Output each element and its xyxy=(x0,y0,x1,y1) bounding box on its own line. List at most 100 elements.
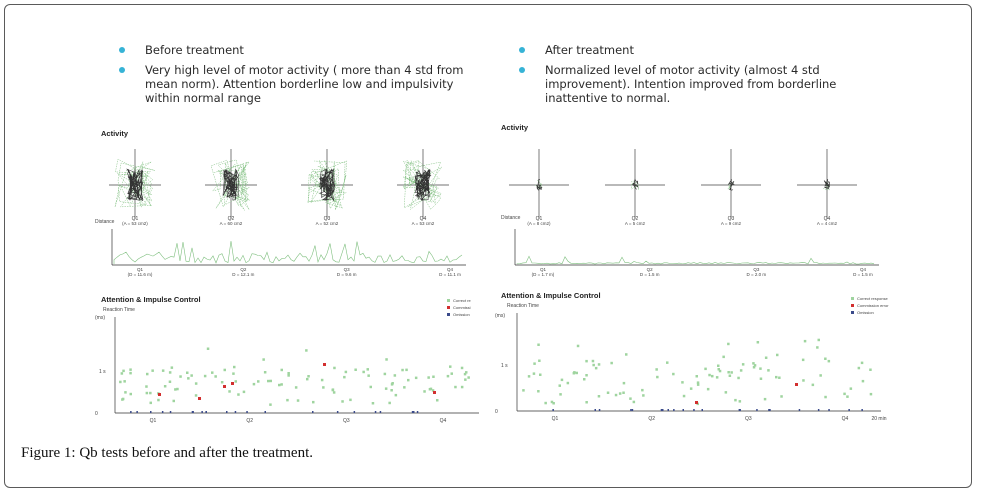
correct-response-marker xyxy=(618,392,622,395)
quadrant-label: Q4 xyxy=(447,267,454,272)
y-axis-top-label: (ms) xyxy=(495,313,505,319)
x-axis-label: Q4 xyxy=(842,416,849,422)
y-axis-bottom-label: 0 xyxy=(95,411,98,417)
correct-response-marker xyxy=(592,363,595,367)
omission-marker xyxy=(246,411,248,413)
correct-response-marker xyxy=(460,366,464,370)
correct-response-marker xyxy=(305,349,308,352)
correct-response-marker xyxy=(263,371,267,374)
omission-marker xyxy=(161,411,164,413)
legend-swatch xyxy=(851,297,854,300)
correct-response-marker xyxy=(465,371,468,374)
correct-response-marker xyxy=(689,387,693,390)
correct-response-marker xyxy=(849,387,853,390)
correct-response-marker xyxy=(187,377,190,380)
commission-error-marker xyxy=(198,397,201,400)
correct-response-marker xyxy=(206,347,210,350)
quadrant-label: Q1 xyxy=(132,216,139,222)
correct-response-marker xyxy=(423,390,426,393)
correct-response-marker xyxy=(696,381,700,384)
quadrant-label: Q3 xyxy=(344,267,351,272)
x-axis-label: Q3 xyxy=(343,418,350,424)
correct-response-marker xyxy=(606,391,610,394)
x-axis-label: Q3 xyxy=(745,416,752,422)
omission-marker xyxy=(226,411,228,413)
correct-response-marker xyxy=(194,394,198,397)
correct-response-marker xyxy=(625,353,628,356)
legend-label: Omission xyxy=(453,312,470,317)
correct-response-marker xyxy=(706,387,710,391)
movement-core xyxy=(414,168,432,201)
correct-response-marker xyxy=(312,400,315,404)
correct-response-marker xyxy=(449,365,452,368)
bullet-dot-icon xyxy=(119,47,125,53)
correct-response-marker xyxy=(704,367,707,371)
correct-response-marker xyxy=(223,368,226,372)
correct-response-marker xyxy=(527,375,531,378)
correct-response-marker xyxy=(333,366,336,370)
correct-response-marker xyxy=(869,368,872,371)
y-axis-top-label: (ms) xyxy=(95,315,105,321)
area-label: A = 9 cm2 xyxy=(721,221,742,226)
movement-trace xyxy=(114,158,155,208)
correct-response-marker xyxy=(287,372,290,375)
correct-response-marker xyxy=(843,392,846,396)
legend-swatch xyxy=(447,313,450,316)
correct-response-marker xyxy=(341,400,344,403)
correct-response-marker xyxy=(583,378,586,381)
correct-response-marker xyxy=(803,339,807,343)
movement-core xyxy=(126,168,144,202)
correct-response-marker xyxy=(280,383,283,386)
y-axis-mid-label: 1 s xyxy=(99,369,106,375)
correct-response-marker xyxy=(407,378,410,382)
correct-response-marker xyxy=(846,395,849,398)
correct-response-marker xyxy=(656,375,659,379)
correct-response-marker xyxy=(591,359,595,363)
correct-response-marker xyxy=(594,366,598,370)
x-axis-label: Q2 xyxy=(648,416,655,422)
omission-marker xyxy=(756,409,758,411)
quadrant-label: Q3 xyxy=(324,216,331,222)
quadrant-label: Q4 xyxy=(860,267,867,272)
commission-error-marker xyxy=(223,385,226,388)
omission-marker xyxy=(769,409,771,411)
y-axis-bottom-label: 0 xyxy=(495,409,498,415)
correct-response-marker xyxy=(228,390,231,393)
legend-label: Commissi xyxy=(453,305,471,310)
correct-response-marker xyxy=(715,376,719,379)
distance-line xyxy=(113,240,463,264)
correct-response-marker xyxy=(655,368,658,371)
correct-response-marker xyxy=(320,378,324,382)
distance-label: Distance xyxy=(501,215,521,221)
omission-marker xyxy=(631,409,634,411)
correct-response-marker xyxy=(778,376,781,379)
correct-response-marker xyxy=(371,402,375,405)
correct-response-marker xyxy=(349,398,352,402)
correct-response-marker xyxy=(119,380,122,384)
correct-response-marker xyxy=(436,399,439,402)
correct-response-marker xyxy=(741,363,745,366)
correct-response-marker xyxy=(558,384,561,387)
omission-marker xyxy=(662,409,664,411)
correct-response-marker xyxy=(759,377,763,380)
bullet-item: After treatment xyxy=(515,43,875,57)
correct-response-marker xyxy=(538,359,541,362)
area-label: A = 53 cm2 xyxy=(412,221,435,226)
omission-marker xyxy=(150,411,152,413)
correct-response-marker xyxy=(332,391,336,394)
correct-response-marker xyxy=(717,368,720,371)
distance-value: D = 1.5 m xyxy=(640,272,660,277)
x-axis-label: 20 min xyxy=(871,416,886,422)
correct-response-marker xyxy=(176,387,179,391)
legend-swatch xyxy=(447,299,450,302)
correct-response-marker xyxy=(861,379,865,383)
omission-marker xyxy=(768,409,770,411)
correct-response-marker xyxy=(622,391,625,394)
omission-marker xyxy=(413,411,415,413)
area-label: A = 52 cm2 xyxy=(316,221,339,226)
correct-response-marker xyxy=(857,366,861,370)
reaction-time-label: Reaction Time xyxy=(507,303,539,309)
correct-response-marker xyxy=(544,401,547,405)
correct-response-marker xyxy=(450,372,453,375)
x-axis-label: Q4 xyxy=(440,418,447,424)
